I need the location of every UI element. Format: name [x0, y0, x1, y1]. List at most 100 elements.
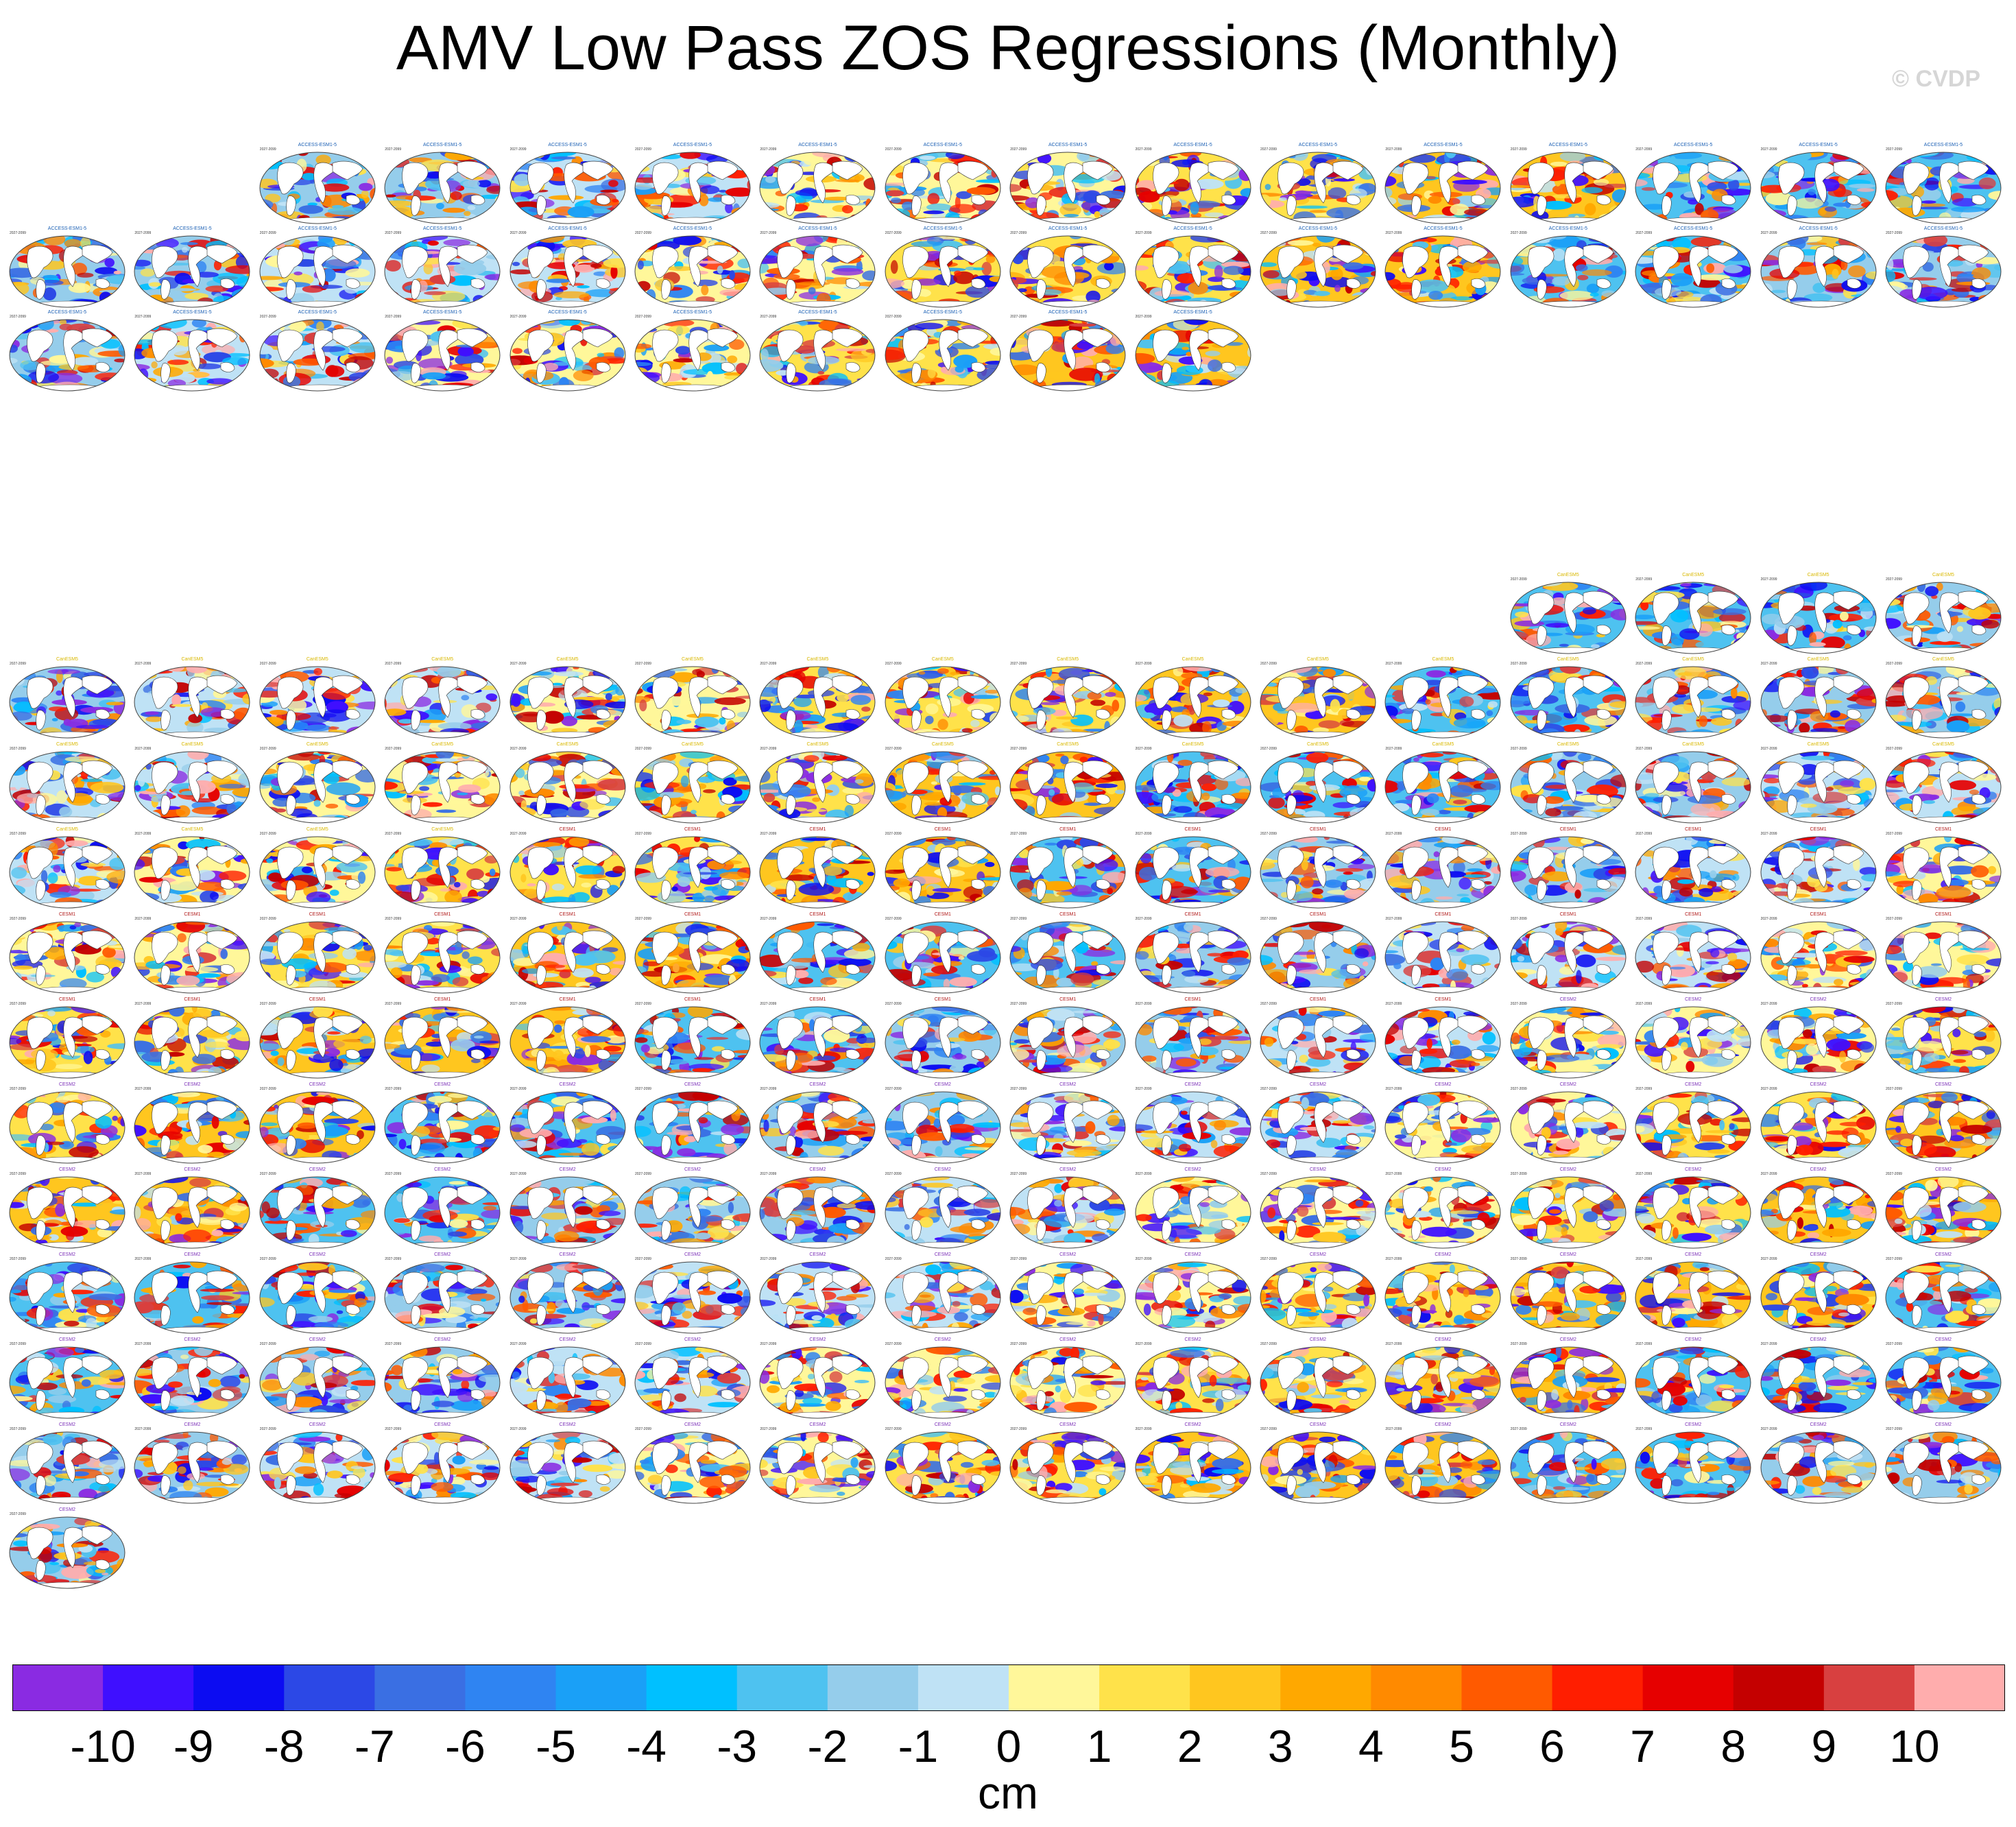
regression-map-panel: CESM2 2027-2099	[634, 1167, 752, 1250]
regression-map	[1260, 921, 1376, 994]
regression-map	[134, 1431, 250, 1504]
panel-years: 2027-2099	[1260, 1427, 1277, 1431]
panel-years: 2027-2099	[10, 1002, 26, 1006]
regression-map-panel: CanESM5 2027-2099	[259, 657, 376, 739]
regression-map-panel: CESM1 2027-2099	[884, 912, 1002, 994]
panel-years: 2027-2099	[885, 1342, 902, 1346]
regression-map	[384, 1176, 501, 1249]
regression-map	[1760, 921, 1877, 994]
panel-years: 2027-2099	[385, 315, 402, 319]
regression-map	[1760, 1176, 1877, 1249]
regression-map	[634, 1346, 751, 1419]
panel-years: 2027-2099	[760, 1172, 777, 1176]
panel-years: 2027-2099	[760, 1002, 777, 1006]
regression-map	[1760, 1431, 1877, 1504]
regression-map	[384, 751, 501, 824]
regression-map	[134, 836, 250, 909]
regression-map	[1384, 1006, 1501, 1079]
panel-title: CanESM5	[431, 657, 454, 662]
regression-map	[9, 1261, 125, 1334]
regression-map	[134, 1091, 250, 1164]
panel-title: ACCESS-ESM1-5	[1673, 143, 1713, 147]
panel-years: 2027-2099	[1135, 1342, 1152, 1346]
regression-map-panel: CESM2 2027-2099	[1134, 1252, 1252, 1335]
regression-map	[1135, 921, 1251, 994]
panel-title: CanESM5	[181, 742, 204, 747]
panel-title: ACCESS-ESM1-5	[422, 310, 462, 315]
regression-map	[1885, 582, 2002, 654]
regression-map	[1009, 152, 1126, 224]
panel-years: 2027-2099	[259, 231, 276, 235]
panel-title: CanESM5	[1682, 742, 1705, 747]
panel-years: 2027-2099	[885, 1087, 902, 1091]
regression-map	[384, 1431, 501, 1504]
panel-title: CESM2	[58, 1337, 76, 1342]
regression-map	[1384, 751, 1501, 824]
regression-map	[1135, 666, 1251, 739]
panel-title: CESM2	[1435, 1252, 1452, 1257]
regression-map-panel: CESM1 2027-2099	[1259, 997, 1377, 1079]
regression-map-panel: CanESM5 2027-2099	[133, 827, 251, 909]
regression-map-panel: CESM2 2027-2099	[1009, 1252, 1127, 1335]
panel-title: CanESM5	[181, 827, 204, 832]
regression-map-panel: CESM2 2027-2099	[383, 1167, 501, 1250]
panel-years: 2027-2099	[259, 1257, 276, 1261]
regression-map-panel: ACCESS-ESM1-5 2027-2099	[1509, 143, 1627, 225]
panel-title: ACCESS-ESM1-5	[923, 143, 962, 147]
regression-map-panel: CESM2 2027-2099	[1259, 1082, 1377, 1165]
regression-map	[885, 152, 1001, 224]
regression-map-panel: ACCESS-ESM1-5 2027-2099	[1259, 143, 1377, 225]
panel-title: ACCESS-ESM1-5	[1298, 226, 1338, 231]
regression-map-panel: CanESM5 2027-2099	[383, 657, 501, 739]
regression-map-panel: CanESM5 2027-2099	[8, 742, 126, 824]
panel-title: ACCESS-ESM1-5	[1048, 310, 1088, 315]
regression-map-panel: CESM1 2027-2099	[383, 997, 501, 1079]
panel-years: 2027-2099	[885, 147, 902, 152]
regression-map	[1135, 1261, 1251, 1334]
panel-title: CanESM5	[306, 827, 328, 832]
panel-title: CESM1	[1309, 827, 1327, 832]
panel-years: 2027-2099	[1886, 747, 1902, 751]
regression-map-panel: CESM2 2027-2099	[758, 1082, 876, 1165]
regression-map	[1635, 1346, 1751, 1419]
panel-title: CESM2	[1934, 1337, 1952, 1342]
panel-title: CESM2	[1184, 1082, 1201, 1087]
regression-map-panel: ACCESS-ESM1-5 2027-2099	[634, 143, 752, 225]
regression-map	[759, 1431, 876, 1504]
regression-map	[1885, 152, 2002, 224]
panel-title: ACCESS-ESM1-5	[1923, 143, 1963, 147]
panel-years: 2027-2099	[1010, 315, 1027, 319]
panel-years: 2027-2099	[259, 747, 276, 751]
regression-map	[1885, 921, 2002, 994]
colorbar-swatch	[374, 1664, 466, 1711]
panel-title: CESM1	[1934, 912, 1952, 917]
panel-years: 2027-2099	[1886, 1172, 1902, 1176]
panel-years: 2027-2099	[385, 1172, 402, 1176]
regression-map	[1009, 1091, 1126, 1164]
panel-title: CESM2	[1435, 1422, 1452, 1427]
panel-title: CESM2	[1309, 1082, 1327, 1087]
regression-map	[134, 1346, 250, 1419]
panel-title: CESM2	[1934, 1422, 1952, 1427]
regression-map	[1009, 1176, 1126, 1249]
regression-map	[509, 152, 626, 224]
panel-title: CanESM5	[1307, 657, 1329, 662]
panel-title: CESM1	[1435, 827, 1452, 832]
panel-title: CESM2	[684, 1082, 701, 1087]
regression-map	[259, 1431, 376, 1504]
regression-map-panel: ACCESS-ESM1-5 2027-2099	[634, 226, 752, 309]
regression-map	[259, 666, 376, 739]
regression-map	[1260, 751, 1376, 824]
regression-map-panel: CESM2 2027-2099	[1884, 1422, 2002, 1505]
regression-map	[259, 1176, 376, 1249]
panel-title: CanESM5	[1057, 657, 1079, 662]
regression-map	[1384, 1346, 1501, 1419]
panel-title: CESM2	[1059, 1082, 1077, 1087]
regression-map-panel: CanESM5 2027-2099	[383, 827, 501, 909]
regression-map	[1885, 666, 2002, 739]
regression-map-panel: CESM2 2027-2099	[1509, 1422, 1627, 1505]
panel-title: CESM2	[58, 1422, 76, 1427]
regression-map	[9, 751, 125, 824]
regression-map-panel: CESM1 2027-2099	[634, 997, 752, 1079]
panel-title: CESM2	[309, 1422, 326, 1427]
